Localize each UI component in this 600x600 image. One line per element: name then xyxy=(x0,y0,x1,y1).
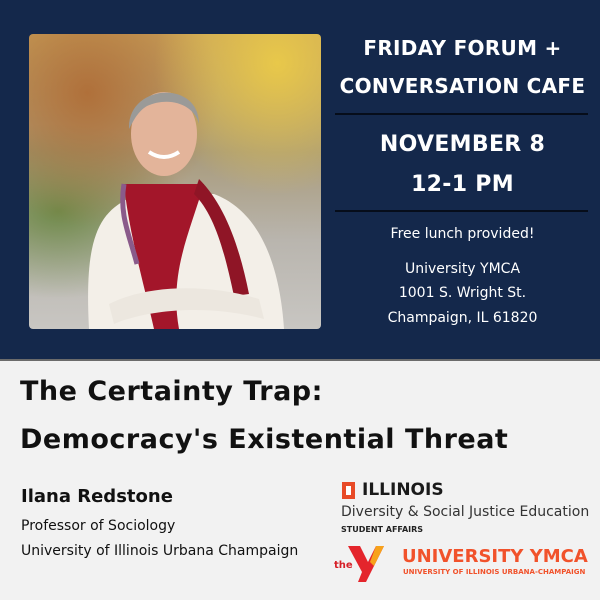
divider xyxy=(335,113,588,115)
lunch-note: Free lunch provided! xyxy=(390,226,535,242)
event-date: NOVEMBER 8 xyxy=(379,132,546,157)
talk-title-line1: The Certainty Trap: xyxy=(20,376,323,407)
ymca-y-logo-icon xyxy=(348,546,384,582)
speaker-photo xyxy=(29,34,321,329)
speaker-name: Ilana Redstone xyxy=(21,486,173,507)
event-time: 12-1 PM xyxy=(411,172,514,197)
speaker-role: Professor of Sociology xyxy=(21,518,176,534)
illinois-block-i-logo xyxy=(342,482,355,499)
dsje-name: Diversity & Social Justice Education xyxy=(341,504,590,520)
illinois-wordmark: ILLINOIS xyxy=(362,480,444,500)
event-header: FRIDAY FORUM + CONVERSATION CAFE NOVEMBE… xyxy=(0,0,600,359)
series-subtitle: CONVERSATION CAFE xyxy=(339,74,586,98)
ymca-the: the xyxy=(334,560,353,571)
speaker-affiliation: University of Illinois Urbana Champaign xyxy=(21,543,299,559)
talk-title-line2: Democracy's Existential Threat xyxy=(20,424,509,455)
divider xyxy=(335,210,588,212)
talk-section xyxy=(0,359,600,600)
series-title: FRIDAY FORUM + xyxy=(363,36,562,60)
address: 1001 S. Wright St. xyxy=(398,285,527,301)
city: Champaign, IL 61820 xyxy=(387,310,538,326)
venue: University YMCA xyxy=(404,261,521,277)
ymca-subtitle: UNIVERSITY OF ILLINOIS URBANA-CHAMPAIGN xyxy=(403,568,586,576)
ymca-wordmark: UNIVERSITY YMCA xyxy=(402,546,588,567)
student-affairs: STUDENT AFFAIRS xyxy=(341,525,424,534)
